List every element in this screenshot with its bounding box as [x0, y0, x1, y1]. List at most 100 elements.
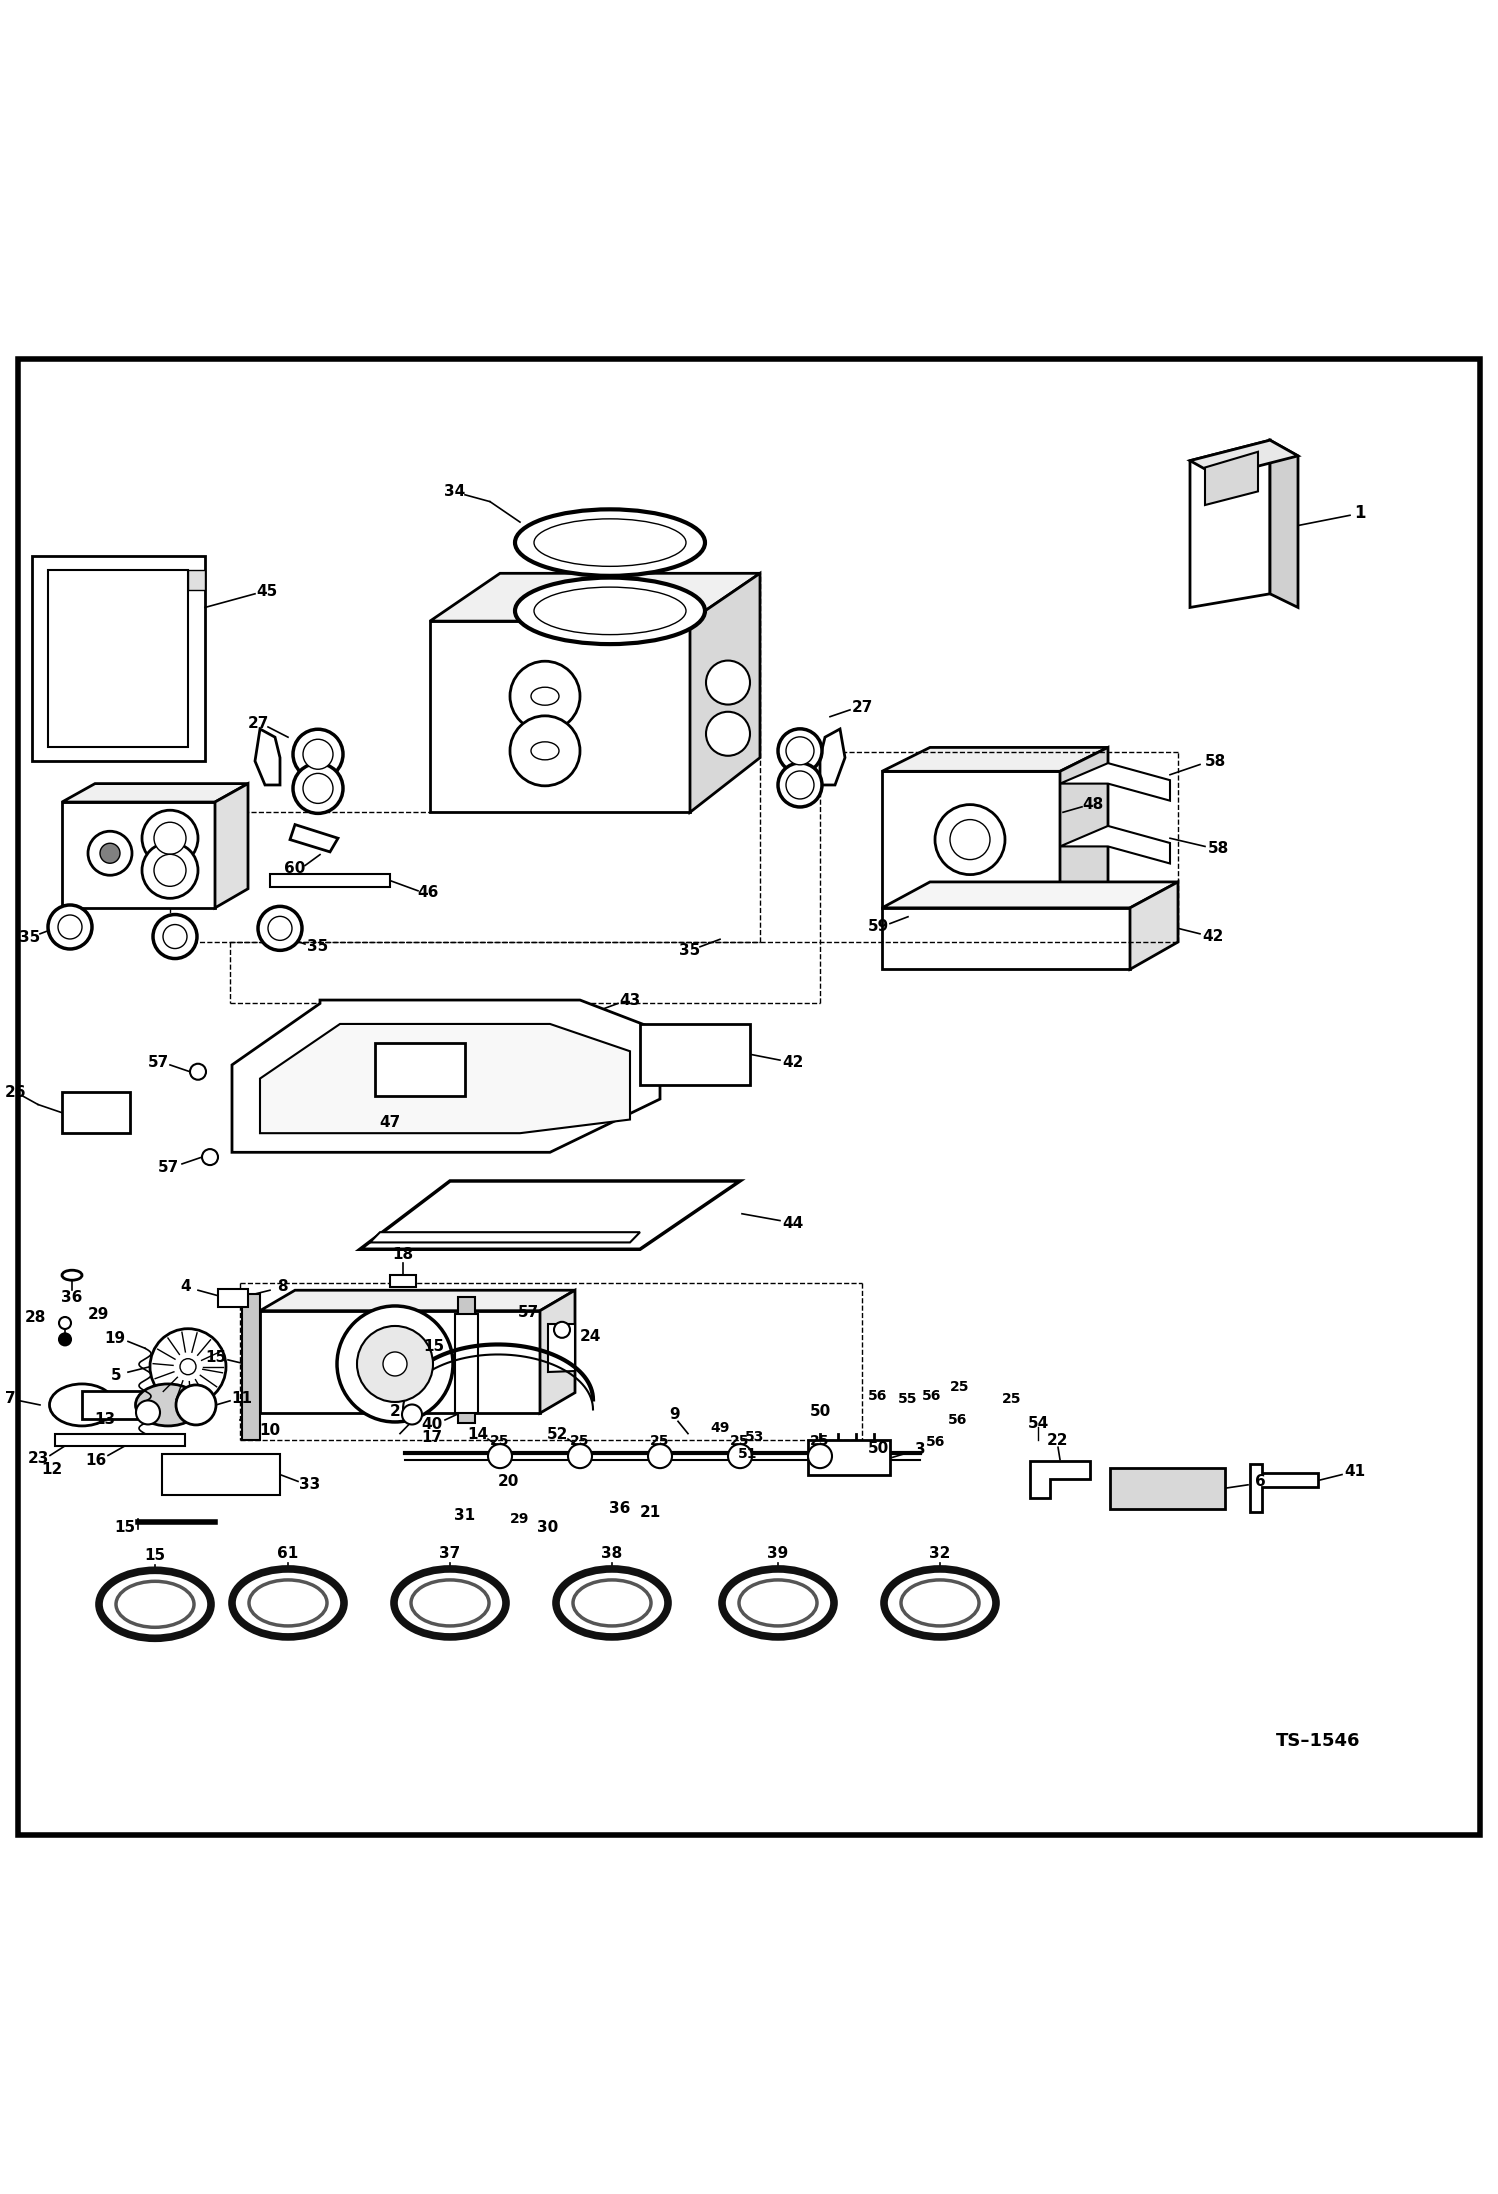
Polygon shape: [430, 573, 759, 621]
Text: 35: 35: [680, 943, 701, 959]
Text: 37: 37: [439, 1547, 460, 1562]
Text: 42: 42: [1203, 928, 1224, 943]
Text: 49: 49: [710, 1422, 730, 1435]
Polygon shape: [539, 1290, 575, 1413]
Ellipse shape: [533, 588, 686, 634]
Circle shape: [401, 1404, 422, 1424]
Ellipse shape: [722, 1569, 834, 1637]
Text: 38: 38: [601, 1547, 623, 1562]
Text: 47: 47: [379, 1115, 400, 1130]
Text: 6: 6: [1255, 1474, 1266, 1490]
Circle shape: [202, 1150, 219, 1165]
Text: 41: 41: [1344, 1463, 1366, 1479]
Text: 28: 28: [24, 1310, 45, 1325]
Circle shape: [258, 906, 303, 950]
Circle shape: [142, 810, 198, 867]
Ellipse shape: [530, 687, 559, 704]
Ellipse shape: [49, 1384, 114, 1426]
Circle shape: [190, 1064, 207, 1079]
Circle shape: [357, 1325, 433, 1402]
Text: 57: 57: [517, 1305, 539, 1319]
Text: 52: 52: [547, 1428, 569, 1441]
Text: 24: 24: [580, 1330, 601, 1345]
Ellipse shape: [530, 742, 559, 759]
Text: 55: 55: [899, 1393, 918, 1406]
Polygon shape: [232, 1000, 661, 1152]
Polygon shape: [55, 1433, 184, 1446]
Text: 7: 7: [4, 1391, 15, 1406]
Text: 8: 8: [277, 1279, 288, 1294]
Ellipse shape: [61, 1270, 82, 1281]
Text: 15: 15: [205, 1349, 226, 1365]
Text: 15: 15: [424, 1338, 445, 1354]
Polygon shape: [1270, 441, 1297, 608]
Circle shape: [509, 660, 580, 731]
Text: 56: 56: [923, 1389, 942, 1402]
Ellipse shape: [739, 1580, 816, 1626]
Polygon shape: [1249, 1463, 1318, 1512]
Circle shape: [950, 821, 990, 860]
Polygon shape: [640, 1025, 750, 1086]
Text: 35: 35: [19, 930, 40, 946]
Polygon shape: [219, 1288, 249, 1308]
Circle shape: [100, 842, 120, 862]
Circle shape: [48, 904, 91, 950]
Polygon shape: [458, 1297, 475, 1424]
Text: 42: 42: [782, 1055, 804, 1071]
Polygon shape: [1061, 825, 1170, 864]
Circle shape: [786, 737, 813, 766]
Circle shape: [649, 1444, 673, 1468]
Text: 27: 27: [247, 715, 268, 731]
Polygon shape: [1031, 1461, 1091, 1499]
Polygon shape: [882, 772, 1061, 908]
Text: 26: 26: [4, 1084, 25, 1099]
Circle shape: [268, 917, 292, 941]
Text: 25: 25: [490, 1435, 509, 1448]
Circle shape: [154, 823, 186, 853]
Polygon shape: [270, 873, 389, 886]
Polygon shape: [389, 1275, 416, 1288]
Circle shape: [163, 924, 187, 948]
Ellipse shape: [249, 1580, 327, 1626]
Text: 56: 56: [926, 1435, 945, 1448]
Polygon shape: [48, 570, 189, 748]
Polygon shape: [1061, 764, 1170, 801]
Text: 2: 2: [389, 1404, 400, 1420]
Text: 45: 45: [256, 584, 277, 599]
Text: 44: 44: [782, 1215, 803, 1231]
Text: 46: 46: [418, 886, 439, 900]
Text: 43: 43: [619, 994, 641, 1009]
Text: 39: 39: [767, 1547, 788, 1562]
Polygon shape: [216, 783, 249, 908]
Polygon shape: [1110, 1468, 1225, 1509]
Polygon shape: [882, 882, 1177, 908]
Circle shape: [58, 915, 82, 939]
Circle shape: [488, 1444, 512, 1468]
Text: 11: 11: [232, 1391, 253, 1406]
Polygon shape: [548, 1325, 575, 1371]
Circle shape: [175, 1384, 216, 1424]
Polygon shape: [455, 1314, 478, 1413]
Text: 48: 48: [1083, 796, 1104, 812]
Polygon shape: [882, 908, 1129, 970]
Circle shape: [58, 1334, 70, 1345]
Text: 40: 40: [421, 1417, 442, 1433]
Polygon shape: [162, 1455, 280, 1494]
Circle shape: [136, 1400, 160, 1424]
Circle shape: [294, 728, 343, 779]
Text: 29: 29: [511, 1512, 530, 1527]
Text: 19: 19: [105, 1330, 126, 1345]
Circle shape: [777, 764, 822, 807]
Ellipse shape: [533, 518, 686, 566]
Circle shape: [786, 770, 813, 799]
Text: 23: 23: [27, 1450, 49, 1466]
Ellipse shape: [394, 1569, 506, 1637]
Circle shape: [568, 1444, 592, 1468]
Text: 15: 15: [144, 1547, 166, 1562]
Circle shape: [728, 1444, 752, 1468]
Polygon shape: [261, 1310, 539, 1413]
Text: 15: 15: [114, 1520, 135, 1536]
Text: 35: 35: [307, 939, 328, 954]
Polygon shape: [360, 1180, 740, 1248]
Polygon shape: [61, 803, 216, 908]
